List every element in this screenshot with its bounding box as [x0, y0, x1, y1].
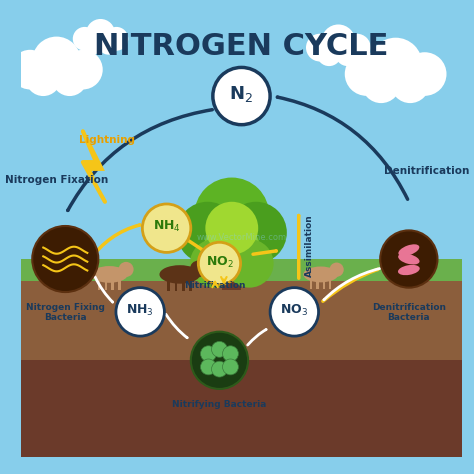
FancyArrowPatch shape — [166, 314, 187, 338]
Circle shape — [203, 221, 260, 279]
Circle shape — [82, 34, 103, 55]
FancyBboxPatch shape — [329, 278, 331, 289]
Circle shape — [201, 359, 216, 375]
Text: www.VectorMine.com: www.VectorMine.com — [196, 233, 286, 241]
FancyArrowPatch shape — [89, 225, 140, 261]
Polygon shape — [83, 131, 105, 202]
FancyBboxPatch shape — [98, 278, 100, 290]
Circle shape — [317, 41, 341, 66]
Circle shape — [403, 52, 447, 96]
FancyBboxPatch shape — [105, 278, 107, 290]
FancyArrowPatch shape — [277, 97, 408, 199]
Text: Nitrification: Nitrification — [184, 281, 246, 290]
FancyBboxPatch shape — [111, 278, 114, 290]
Text: NO$_3$: NO$_3$ — [280, 303, 309, 318]
Ellipse shape — [398, 254, 419, 264]
Circle shape — [73, 27, 97, 51]
FancyArrowPatch shape — [189, 241, 202, 250]
Circle shape — [321, 25, 356, 58]
Circle shape — [225, 202, 287, 264]
FancyArrowPatch shape — [171, 207, 173, 209]
Circle shape — [104, 27, 128, 51]
Text: NH$_4$: NH$_4$ — [153, 219, 181, 235]
FancyBboxPatch shape — [118, 278, 120, 290]
Circle shape — [335, 41, 360, 66]
FancyArrowPatch shape — [324, 268, 380, 300]
FancyBboxPatch shape — [21, 281, 462, 360]
Text: Denitrification: Denitrification — [384, 166, 469, 176]
Circle shape — [26, 61, 61, 96]
FancyBboxPatch shape — [323, 278, 325, 289]
Circle shape — [177, 202, 238, 264]
FancyBboxPatch shape — [222, 246, 241, 290]
FancyArrowPatch shape — [323, 269, 378, 301]
Text: Nitrifying Bacteria: Nitrifying Bacteria — [172, 400, 267, 409]
Circle shape — [270, 288, 319, 336]
Text: Assimilation: Assimilation — [305, 214, 314, 277]
Ellipse shape — [159, 265, 200, 283]
Circle shape — [391, 64, 429, 103]
Text: NITROGEN CYCLE: NITROGEN CYCLE — [94, 32, 389, 61]
Text: Lightning: Lightning — [79, 135, 135, 145]
FancyBboxPatch shape — [21, 17, 462, 272]
FancyBboxPatch shape — [316, 278, 319, 289]
Text: NO$_2$: NO$_2$ — [206, 255, 233, 270]
FancyBboxPatch shape — [174, 278, 177, 291]
Circle shape — [362, 64, 401, 103]
Circle shape — [213, 67, 270, 125]
Circle shape — [211, 341, 228, 357]
Circle shape — [98, 34, 119, 55]
Circle shape — [52, 61, 87, 96]
Circle shape — [222, 359, 238, 375]
Circle shape — [86, 19, 115, 48]
Ellipse shape — [398, 265, 419, 275]
Circle shape — [142, 204, 191, 253]
Circle shape — [205, 202, 258, 255]
Circle shape — [222, 346, 238, 362]
Ellipse shape — [398, 244, 419, 256]
Circle shape — [10, 50, 50, 90]
Circle shape — [211, 361, 228, 377]
FancyBboxPatch shape — [21, 360, 462, 457]
Circle shape — [201, 346, 216, 362]
Circle shape — [380, 230, 438, 288]
Circle shape — [118, 262, 134, 277]
Circle shape — [329, 263, 344, 277]
Circle shape — [190, 261, 207, 277]
FancyArrowPatch shape — [248, 329, 266, 345]
FancyBboxPatch shape — [190, 278, 192, 291]
FancyBboxPatch shape — [167, 278, 170, 291]
Text: NH$_3$: NH$_3$ — [127, 303, 154, 318]
Ellipse shape — [91, 266, 128, 283]
FancyBboxPatch shape — [21, 259, 462, 290]
Circle shape — [63, 50, 103, 90]
Circle shape — [32, 36, 81, 85]
Circle shape — [198, 242, 241, 284]
Text: Denitrification
Bacteria: Denitrification Bacteria — [372, 303, 446, 322]
Circle shape — [225, 239, 273, 288]
Circle shape — [191, 332, 248, 389]
FancyArrowPatch shape — [68, 109, 212, 210]
Circle shape — [194, 178, 269, 253]
Circle shape — [369, 38, 422, 91]
Circle shape — [345, 52, 388, 96]
Circle shape — [306, 34, 334, 62]
Circle shape — [190, 239, 238, 288]
FancyArrowPatch shape — [95, 277, 113, 302]
Circle shape — [343, 34, 371, 62]
FancyBboxPatch shape — [310, 278, 312, 289]
Text: Nitrogen Fixing
Bacteria: Nitrogen Fixing Bacteria — [26, 303, 105, 322]
Circle shape — [116, 288, 164, 336]
Text: N$_2$: N$_2$ — [229, 84, 254, 104]
FancyBboxPatch shape — [182, 278, 185, 291]
Circle shape — [32, 226, 98, 292]
Text: Nitrogen Fixation: Nitrogen Fixation — [5, 175, 108, 185]
Ellipse shape — [303, 266, 338, 283]
FancyArrowPatch shape — [253, 251, 276, 254]
